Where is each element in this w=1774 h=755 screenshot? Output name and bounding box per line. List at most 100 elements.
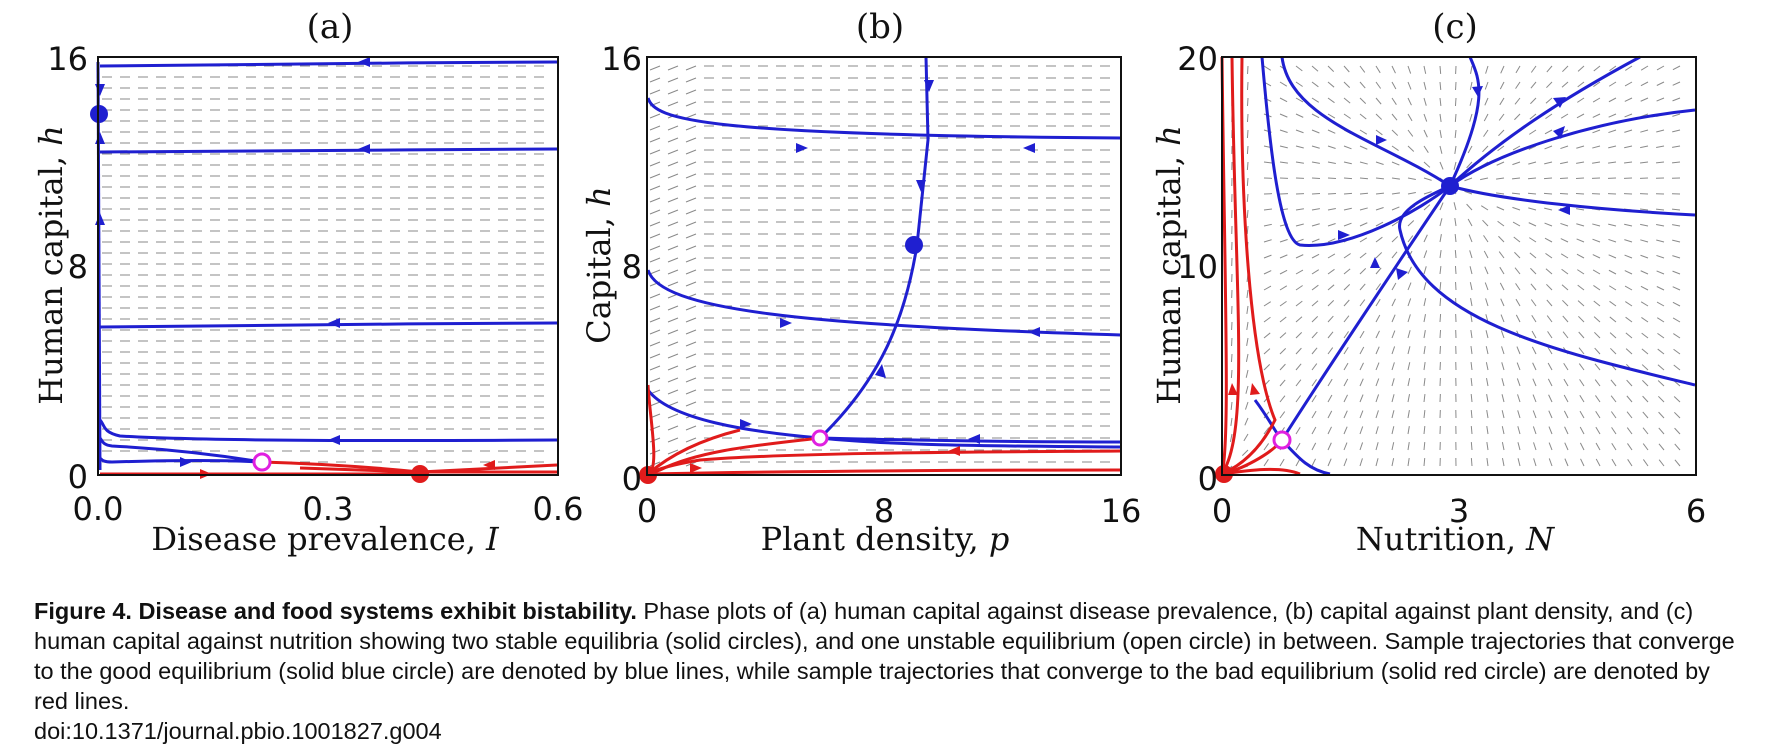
trajectories-b xyxy=(639,56,1122,484)
field-arrow xyxy=(1407,378,1411,387)
field-arrow xyxy=(1375,236,1383,243)
field-arrow xyxy=(1246,129,1249,139)
panel-c-title: (c) xyxy=(1432,7,1478,47)
field-arrow xyxy=(1439,234,1442,243)
field-arrow xyxy=(649,353,661,359)
field-arrow xyxy=(1608,223,1617,227)
field-arrow xyxy=(1482,145,1489,153)
field-arrow xyxy=(1391,81,1397,90)
field-arrow xyxy=(1470,346,1473,355)
field-arrow xyxy=(1561,268,1569,275)
field-arrow xyxy=(1359,346,1365,355)
field-arrow xyxy=(667,221,679,227)
field-arrow xyxy=(1656,254,1665,259)
field-arrow xyxy=(1343,207,1352,211)
field-arrow xyxy=(1470,314,1473,323)
field-arrow xyxy=(1407,220,1415,227)
field-arrow xyxy=(1343,299,1350,307)
blue-trajectory xyxy=(1280,185,1452,441)
field-arrow xyxy=(1311,97,1320,103)
field-arrow xyxy=(685,317,697,323)
field-arrow xyxy=(1658,411,1665,419)
field-arrow xyxy=(1245,369,1249,378)
field-arrow xyxy=(1624,81,1633,87)
field-arrow xyxy=(1375,113,1383,120)
field-arrow xyxy=(1500,65,1505,74)
field-arrow xyxy=(1454,218,1457,227)
field-arrow xyxy=(1391,65,1396,74)
field-arrow xyxy=(1439,65,1442,75)
field-arrow xyxy=(1263,332,1271,339)
field-arrow xyxy=(667,245,679,251)
field-arrow xyxy=(1311,410,1317,419)
field-arrow xyxy=(1527,177,1537,180)
field-arrow xyxy=(1624,223,1633,227)
field-arrow xyxy=(1656,301,1665,307)
field-arrow xyxy=(1533,442,1537,451)
field-arrow xyxy=(1391,192,1400,195)
field-arrow xyxy=(1375,378,1380,387)
field-arrow xyxy=(685,449,697,455)
field-arrow xyxy=(1423,314,1426,323)
field-arrow xyxy=(1359,222,1368,227)
field-arrow xyxy=(1560,113,1569,119)
field-arrow xyxy=(1512,206,1521,211)
field-arrow xyxy=(649,257,661,263)
field-arrow xyxy=(1497,145,1505,152)
field-arrow xyxy=(1279,363,1286,371)
field-arrow xyxy=(1485,330,1489,339)
red-trajectory xyxy=(647,449,1122,476)
field-arrow xyxy=(1639,208,1649,211)
field-arrow xyxy=(1327,458,1332,467)
field-arrow xyxy=(1391,458,1395,467)
field-arrow xyxy=(1311,300,1319,307)
field-arrow xyxy=(649,269,661,275)
field-arrow xyxy=(1359,283,1366,291)
field-arrow xyxy=(1453,161,1457,170)
field-arrow xyxy=(1609,316,1617,323)
field-arrow xyxy=(1311,113,1320,119)
field-arrow xyxy=(1439,129,1442,138)
field-arrow xyxy=(1563,378,1569,387)
xtick-b: 0 xyxy=(637,492,657,530)
field-arrow xyxy=(1359,442,1364,451)
field-arrow xyxy=(1498,113,1505,121)
field-arrow xyxy=(685,257,697,263)
ytick-c: 20 xyxy=(1177,40,1218,78)
field-arrow xyxy=(1517,426,1521,435)
field-arrow xyxy=(1327,284,1335,291)
field-arrow xyxy=(1672,145,1681,148)
field-arrow xyxy=(1375,298,1381,307)
field-arrow xyxy=(1454,145,1457,154)
red-trajectory xyxy=(647,428,741,476)
field-arrow xyxy=(667,173,679,179)
field-arrow xyxy=(1423,441,1426,451)
field-arrow xyxy=(1577,65,1585,72)
field-arrow xyxy=(685,437,697,443)
caption-text: Phase plots of (a) human capital against… xyxy=(34,598,1735,714)
field-arrow xyxy=(1671,208,1681,211)
field-arrow xyxy=(1579,410,1585,419)
field-arrow xyxy=(1658,459,1665,467)
field-arrow xyxy=(1640,129,1649,133)
field-arrow xyxy=(685,113,697,119)
field-arrow xyxy=(1244,417,1249,426)
field-arrow xyxy=(649,221,661,227)
field-arrow xyxy=(1359,458,1363,467)
field-arrow xyxy=(1279,285,1288,291)
field-arrow xyxy=(1625,65,1633,71)
panel-a-title: (a) xyxy=(307,7,354,47)
field-arrow xyxy=(1499,81,1505,90)
field-arrow xyxy=(1423,81,1427,90)
field-arrow xyxy=(1359,177,1369,180)
xtick-a: 0.3 xyxy=(303,490,354,528)
field-arrow xyxy=(1439,218,1443,227)
field-arrow xyxy=(1375,97,1382,105)
figure-4-phase-plots: (a) 16 8 xyxy=(32,7,1706,558)
field-arrow xyxy=(1439,202,1444,211)
field-arrow xyxy=(667,389,679,395)
field-arrow xyxy=(685,281,697,287)
field-arrow xyxy=(1640,97,1649,102)
field-arrow xyxy=(1343,145,1352,150)
field-arrow xyxy=(1500,330,1505,339)
